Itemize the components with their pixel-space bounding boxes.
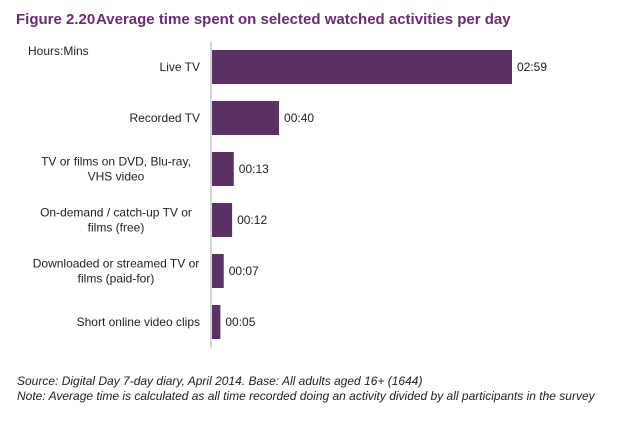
value-label: 00:13 bbox=[239, 162, 269, 176]
category-label-line: Live TV bbox=[160, 60, 200, 74]
bar bbox=[212, 101, 280, 135]
bar bbox=[212, 203, 233, 237]
bar bbox=[212, 305, 221, 339]
chart-title: Figure 2.20Average time spent on selecte… bbox=[16, 11, 511, 28]
category-label: Live TV bbox=[160, 60, 200, 74]
value-label: 02:59 bbox=[517, 60, 547, 74]
source-note: Source: Digital Day 7-day diary, April 2… bbox=[17, 374, 423, 388]
category-label: Short online video clips bbox=[77, 315, 200, 329]
category-label-line: VHS video bbox=[88, 170, 145, 184]
figure-title: Average time spent on selected watched a… bbox=[96, 11, 511, 28]
category-label: TV or films on DVD, Blu-ray, VHS video bbox=[41, 155, 191, 184]
chart-footer: Source: Digital Day 7-day diary, April 2… bbox=[17, 374, 627, 403]
category-label: Downloaded or streamed TV or films (paid-… bbox=[33, 257, 200, 286]
category-label-line: Recorded TV bbox=[130, 111, 200, 125]
category-label: On-demand / catch-up TV or films (free) bbox=[40, 206, 192, 235]
bar bbox=[212, 152, 234, 186]
category-label-line: Short online video clips bbox=[77, 315, 200, 329]
method-note: Note: Average time is calculated as all … bbox=[17, 388, 595, 403]
unit-label: Hours:Mins bbox=[28, 44, 89, 58]
value-label: 00:07 bbox=[229, 264, 259, 278]
category-label-line: TV or films on DVD, Blu-ray, bbox=[41, 155, 191, 169]
value-label: 00:40 bbox=[284, 111, 314, 125]
value-label: 00:05 bbox=[225, 315, 255, 329]
bar bbox=[212, 254, 224, 288]
category-label-line: On-demand / catch-up TV or bbox=[40, 206, 192, 220]
category-label-line: Downloaded or streamed TV or bbox=[33, 257, 200, 271]
category-label-line: films (paid-for) bbox=[78, 272, 155, 286]
category-label: Recorded TV bbox=[130, 111, 200, 125]
figure-number: Figure 2.20 bbox=[16, 11, 96, 28]
value-label: 00:12 bbox=[237, 213, 267, 227]
bar bbox=[212, 50, 512, 84]
category-label-line: films (free) bbox=[88, 221, 145, 235]
